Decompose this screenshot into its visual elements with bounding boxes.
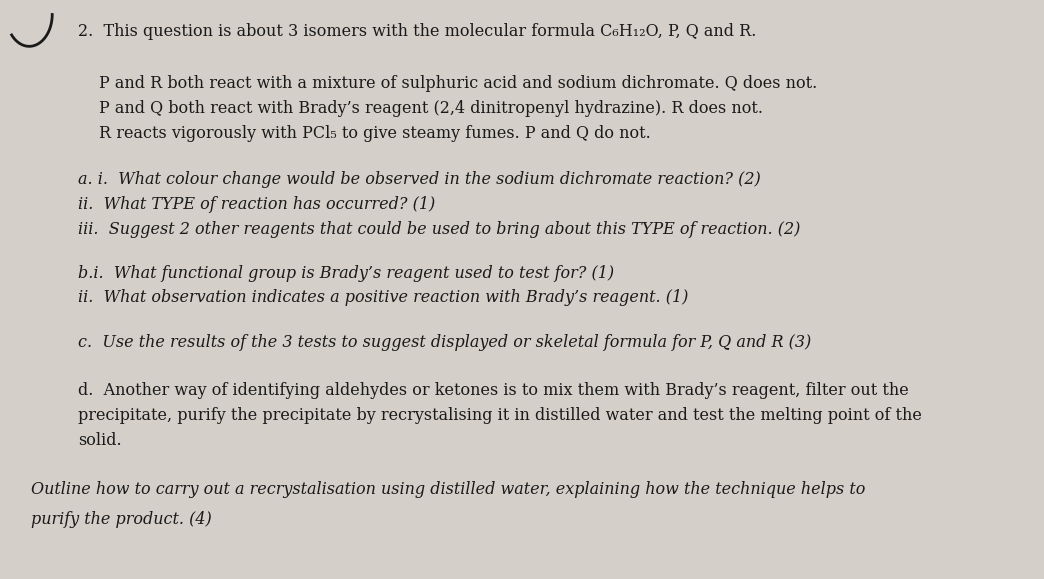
Text: ii.  What TYPE of reaction has occurred? (1): ii. What TYPE of reaction has occurred? … bbox=[78, 196, 435, 212]
Text: purify the product. (4): purify the product. (4) bbox=[31, 511, 212, 527]
Text: P and R both react with a mixture of sulphuric acid and sodium dichromate. Q doe: P and R both react with a mixture of sul… bbox=[99, 75, 817, 92]
Text: solid.: solid. bbox=[78, 432, 122, 449]
Text: R reacts vigorously with PCl₅ to give steamy fumes. P and Q do not.: R reacts vigorously with PCl₅ to give st… bbox=[99, 125, 650, 142]
Text: iii.  Suggest 2 other reagents that could be used to bring about this TYPE of re: iii. Suggest 2 other reagents that could… bbox=[78, 221, 801, 237]
Text: d.  Another way of identifying aldehydes or ketones is to mix them with Brady’s : d. Another way of identifying aldehydes … bbox=[78, 382, 909, 399]
Text: precipitate, purify the precipitate by recrystalising it in distilled water and : precipitate, purify the precipitate by r… bbox=[78, 407, 922, 424]
Text: Outline how to carry out a recrystalisation using distilled water, explaining ho: Outline how to carry out a recrystalisat… bbox=[31, 481, 865, 497]
Text: ii.  What observation indicates a positive reaction with Brady’s reagent. (1): ii. What observation indicates a positiv… bbox=[78, 290, 689, 306]
Text: a. i.  What colour change would be observed in the sodium dichromate reaction? (: a. i. What colour change would be observ… bbox=[78, 171, 761, 188]
Text: c.  Use the results of the 3 tests to suggest displayed or skeletal formula for : c. Use the results of the 3 tests to sug… bbox=[78, 334, 811, 350]
Text: 2.  This question is about 3 isomers with the molecular formula C₆H₁₂O, P, Q and: 2. This question is about 3 isomers with… bbox=[78, 23, 757, 40]
Text: P and Q both react with Brady’s reagent (2,4 dinitropenyl hydrazine). R does not: P and Q both react with Brady’s reagent … bbox=[99, 100, 763, 117]
Text: b.i.  What functional group is Brady’s reagent used to test for? (1): b.i. What functional group is Brady’s re… bbox=[78, 265, 615, 281]
